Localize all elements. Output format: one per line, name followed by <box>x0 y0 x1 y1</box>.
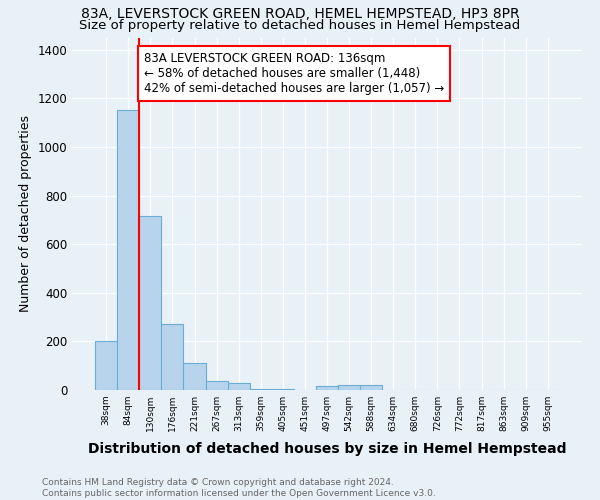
Bar <box>272 389 294 390</box>
Bar <box>250 389 272 390</box>
Y-axis label: Number of detached properties: Number of detached properties <box>19 116 32 312</box>
Bar <box>95 342 117 390</box>
Text: Contains HM Land Registry data © Crown copyright and database right 2024.
Contai: Contains HM Land Registry data © Crown c… <box>42 478 436 498</box>
Text: 83A, LEVERSTOCK GREEN ROAD, HEMEL HEMPSTEAD, HP3 8PR: 83A, LEVERSTOCK GREEN ROAD, HEMEL HEMPST… <box>80 8 520 22</box>
Bar <box>117 110 139 390</box>
X-axis label: Distribution of detached houses by size in Hemel Hempstead: Distribution of detached houses by size … <box>88 442 566 456</box>
Bar <box>206 382 227 390</box>
Bar <box>184 364 206 390</box>
Bar <box>227 382 250 390</box>
Bar <box>161 324 184 390</box>
Text: 83A LEVERSTOCK GREEN ROAD: 136sqm
← 58% of detached houses are smaller (1,448)
4: 83A LEVERSTOCK GREEN ROAD: 136sqm ← 58% … <box>144 52 444 95</box>
Bar <box>316 386 338 390</box>
Bar <box>360 385 382 390</box>
Bar <box>139 216 161 390</box>
Bar <box>338 385 360 390</box>
Text: Size of property relative to detached houses in Hemel Hempstead: Size of property relative to detached ho… <box>79 19 521 32</box>
